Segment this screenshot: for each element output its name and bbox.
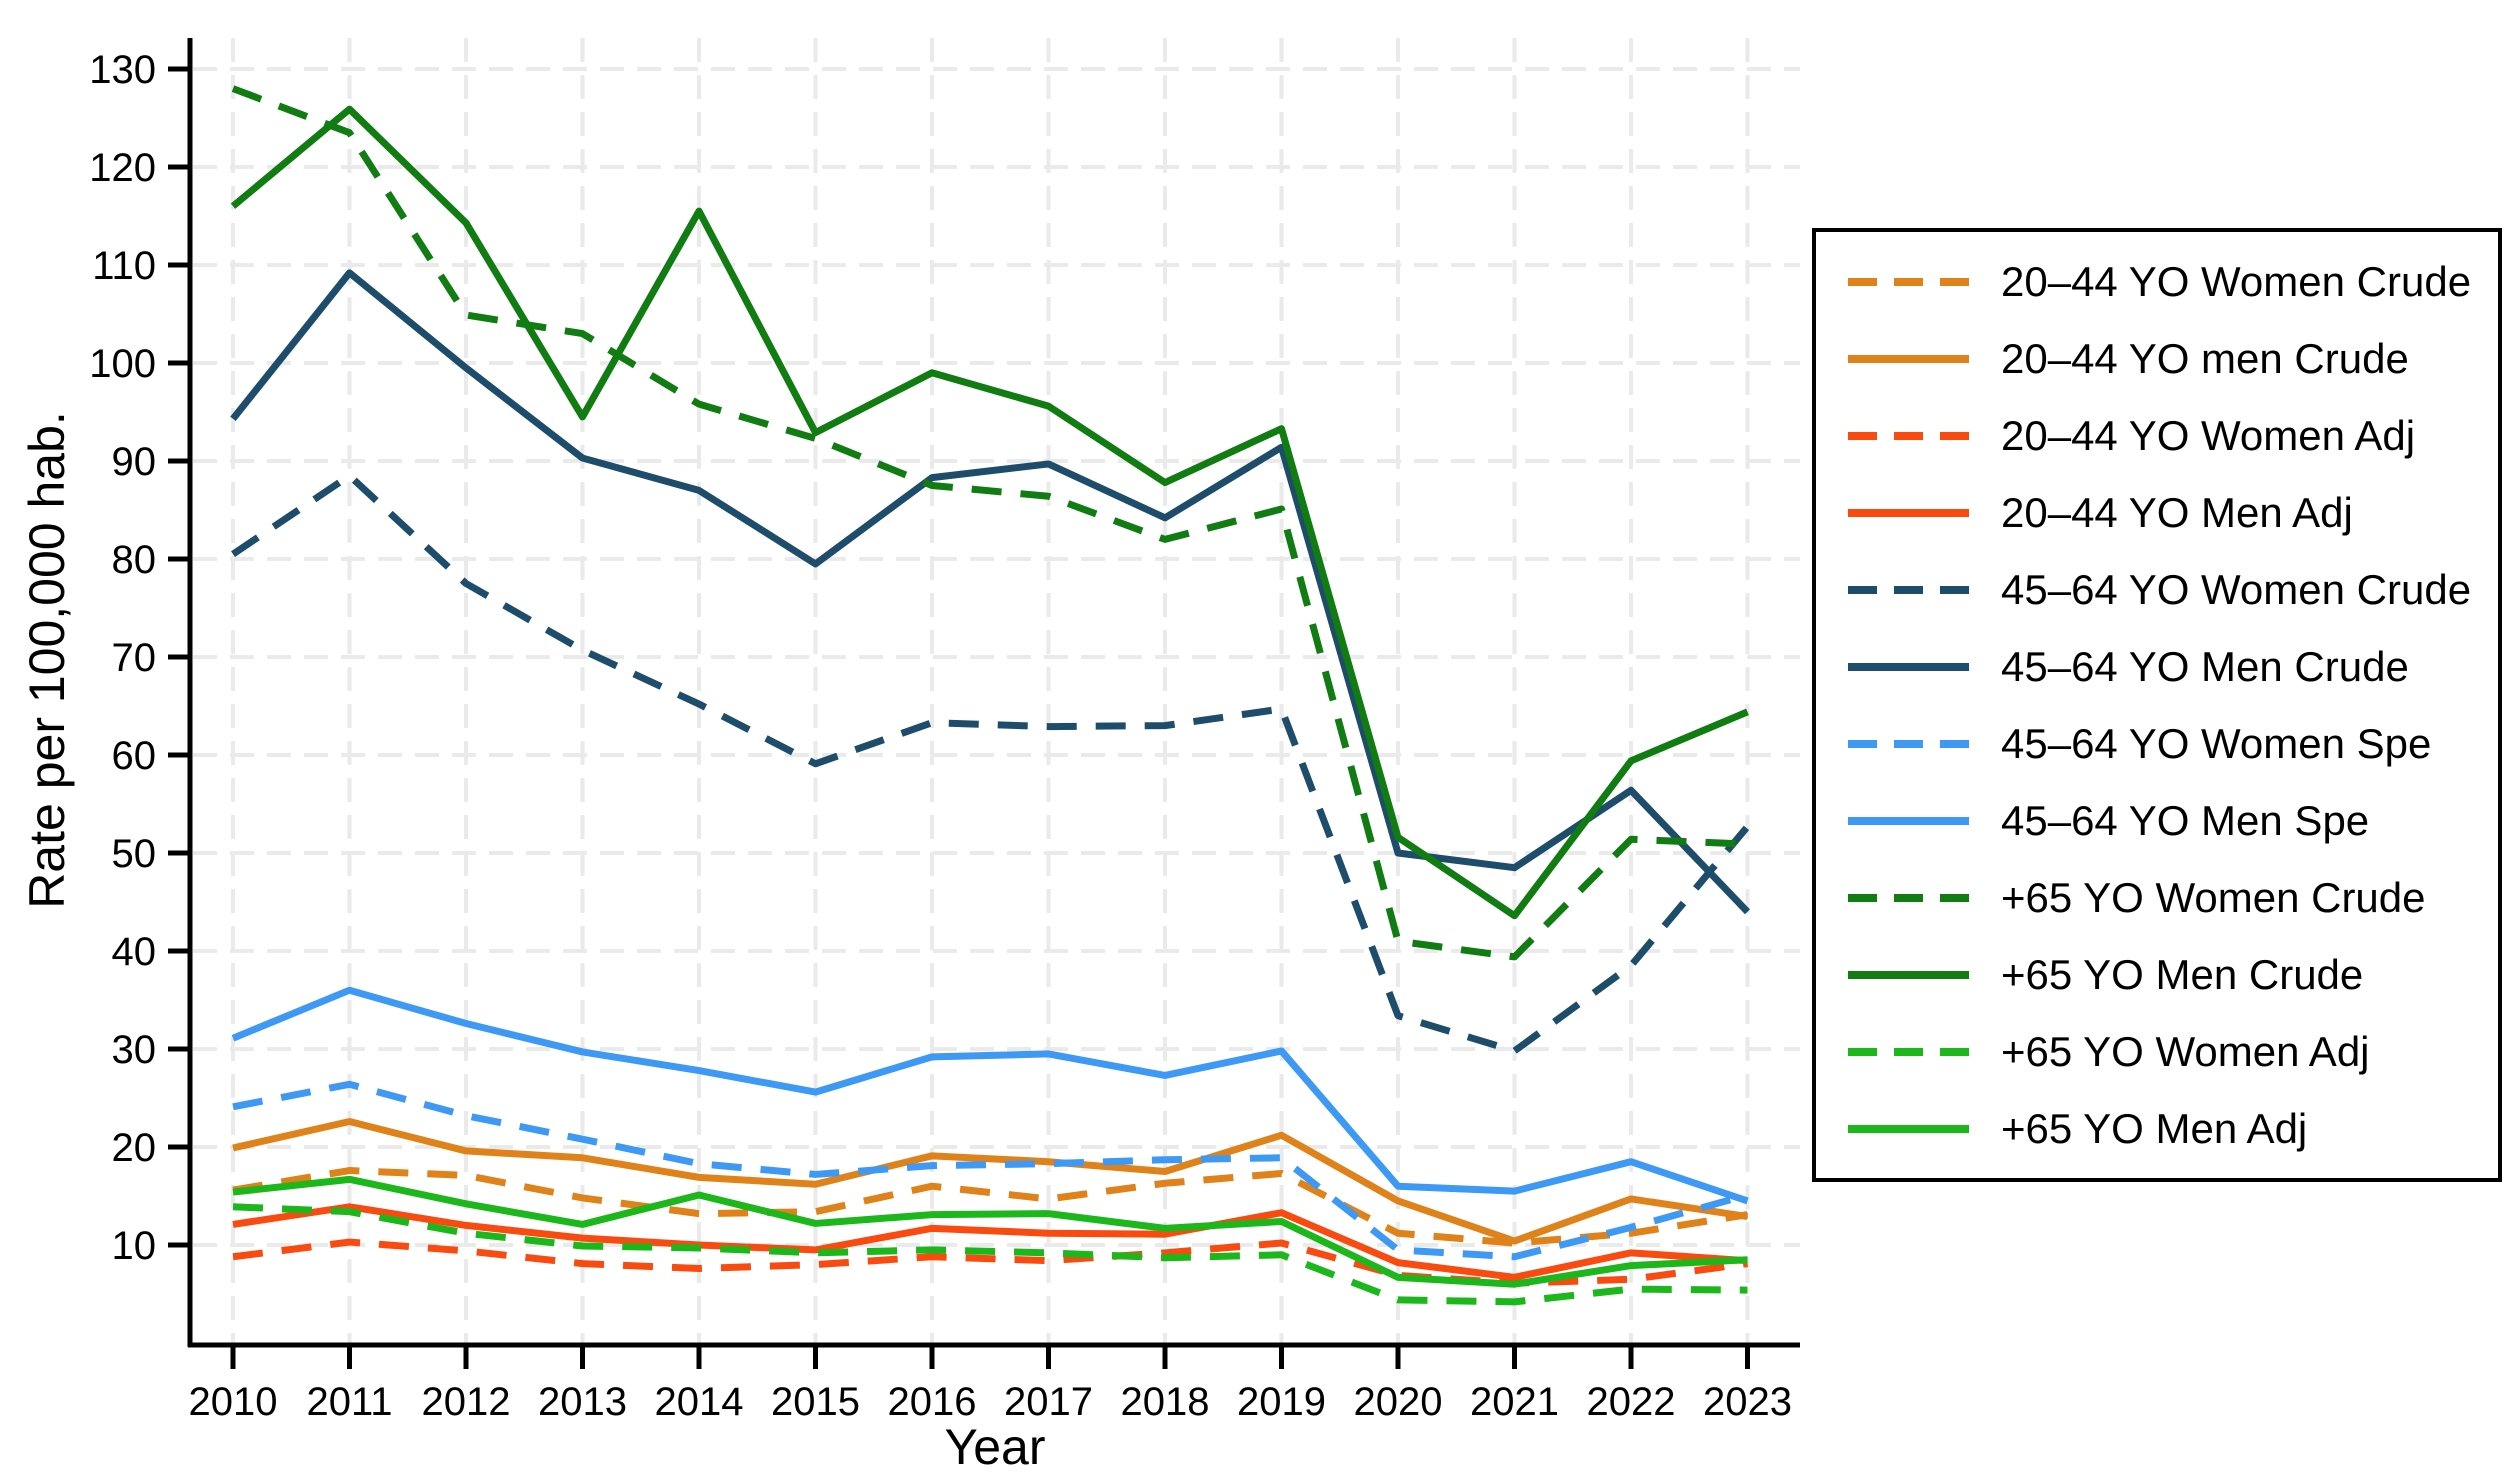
y-tick-label: 10 [112,1224,157,1268]
legend-swatch-line [1848,508,1969,517]
legend-swatch-line [1848,662,1969,671]
legend-item-9: +65 YO Women Crude [1846,859,2498,936]
series-line-7 [232,1080,1749,1261]
legend-label: +65 YO Women Adj [2001,1027,2370,1075]
x-tick-label: 2010 [189,1380,278,1424]
y-tick-label: 110 [92,244,156,288]
x-tick-label: 2011 [306,1380,392,1424]
series-line-8 [231,986,1749,1205]
series-line-11 [232,1203,1748,1306]
x-tick-label: 2012 [422,1380,511,1424]
legend-swatch-line [1848,1124,1969,1133]
y-tick-label: 50 [112,832,157,876]
legend-item-1: 20–44 YO Women Crude [1846,243,2498,320]
y-tick-label: 80 [112,538,157,582]
legend-swatch-line [1848,431,1969,440]
series-line-10 [230,105,1749,920]
x-tick-label: 2016 [888,1380,977,1424]
y-tick-label: 120 [89,146,156,190]
x-tick-label: 2019 [1237,1380,1326,1424]
legend-label: 45–64 YO Men Crude [2001,642,2409,690]
series-line-3 [232,1238,1748,1287]
legend-swatch-line [1848,354,1969,363]
legend-swatch-line [1848,585,1969,594]
legend-swatch-line [1848,816,1969,825]
x-tick-label: 2017 [1004,1380,1093,1424]
legend-label: 20–44 YO men Crude [2001,334,2409,382]
legend-swatch-line [1848,277,1969,286]
y-axis-title: Rate per 100,000 hab. [19,411,75,909]
legend-item-3: 20–44 YO Women Adj [1846,397,2498,474]
legend-item-5: 45–64 YO Women Crude [1846,551,2498,628]
x-tick-label: 2020 [1354,1380,1443,1424]
legend-label: 20–44 YO Men Adj [2001,488,2353,536]
legend-item-10: +65 YO Men Crude [1846,936,2498,1013]
series-line-2 [232,1118,1749,1245]
series-line-6 [230,269,1751,915]
legend-label: 45–64 YO Women Spe [2001,719,2432,767]
legend-label: 45–64 YO Men Spe [2001,796,2370,844]
legend-label: 20–44 YO Women Adj [2001,411,2416,459]
x-tick-label: 2023 [1703,1380,1792,1424]
legend-label: +65 YO Men Adj [2001,1104,2308,1152]
legend-item-8: 45–64 YO Men Spe [1846,782,2498,859]
legend-item-4: 20–44 YO Men Adj [1846,474,2498,551]
legend-item-2: 20–44 YO men Crude [1846,320,2498,397]
x-tick-label: 2013 [538,1380,627,1424]
legend-item-7: 45–64 YO Women Spe [1846,705,2498,782]
y-tick-label: 100 [89,342,156,386]
series-line-4 [232,1203,1748,1281]
x-axis-title: Year [944,1419,1046,1475]
legend-label: 20–44 YO Women Crude [2001,257,2472,305]
x-tick-label: 2015 [771,1380,860,1424]
y-tick-label: 90 [112,440,157,484]
x-tick-label: 2018 [1121,1380,1210,1424]
y-tick-label: 30 [112,1028,157,1072]
y-tick-label: 70 [112,636,157,680]
legend-label: +65 YO Women Crude [2001,873,2426,921]
series-line-5 [231,472,1751,1055]
legend-swatch-line [1848,893,1969,902]
series-line-9 [231,85,1748,961]
y-tick-label: 130 [89,48,156,92]
legend-label: +65 YO Men Crude [2001,950,2364,998]
legend-label: 45–64 YO Women Crude [2001,565,2472,613]
y-tick-label: 60 [112,734,157,778]
legend: 20–44 YO Women Crude 20–44 YO men Crude 20… [1812,228,2502,1182]
y-tick-label: 20 [112,1126,157,1170]
legend-swatch-line [1848,970,1969,979]
legend-item-11: +65 YO Women Adj [1846,1013,2498,1090]
legend-item-6: 45–64 YO Men Crude [1846,628,2498,705]
x-tick-label: 2014 [655,1380,744,1424]
y-tick-label: 40 [112,930,157,974]
legend-swatch-line [1848,1047,1969,1056]
x-tick-label: 2022 [1587,1380,1676,1424]
series-line-1 [232,1167,1749,1247]
series-line-12 [232,1175,1748,1288]
legend-swatch-line [1848,739,1969,748]
x-tick-label: 2021 [1470,1380,1559,1424]
legend-item-12: +65 YO Men Adj [1846,1090,2498,1167]
